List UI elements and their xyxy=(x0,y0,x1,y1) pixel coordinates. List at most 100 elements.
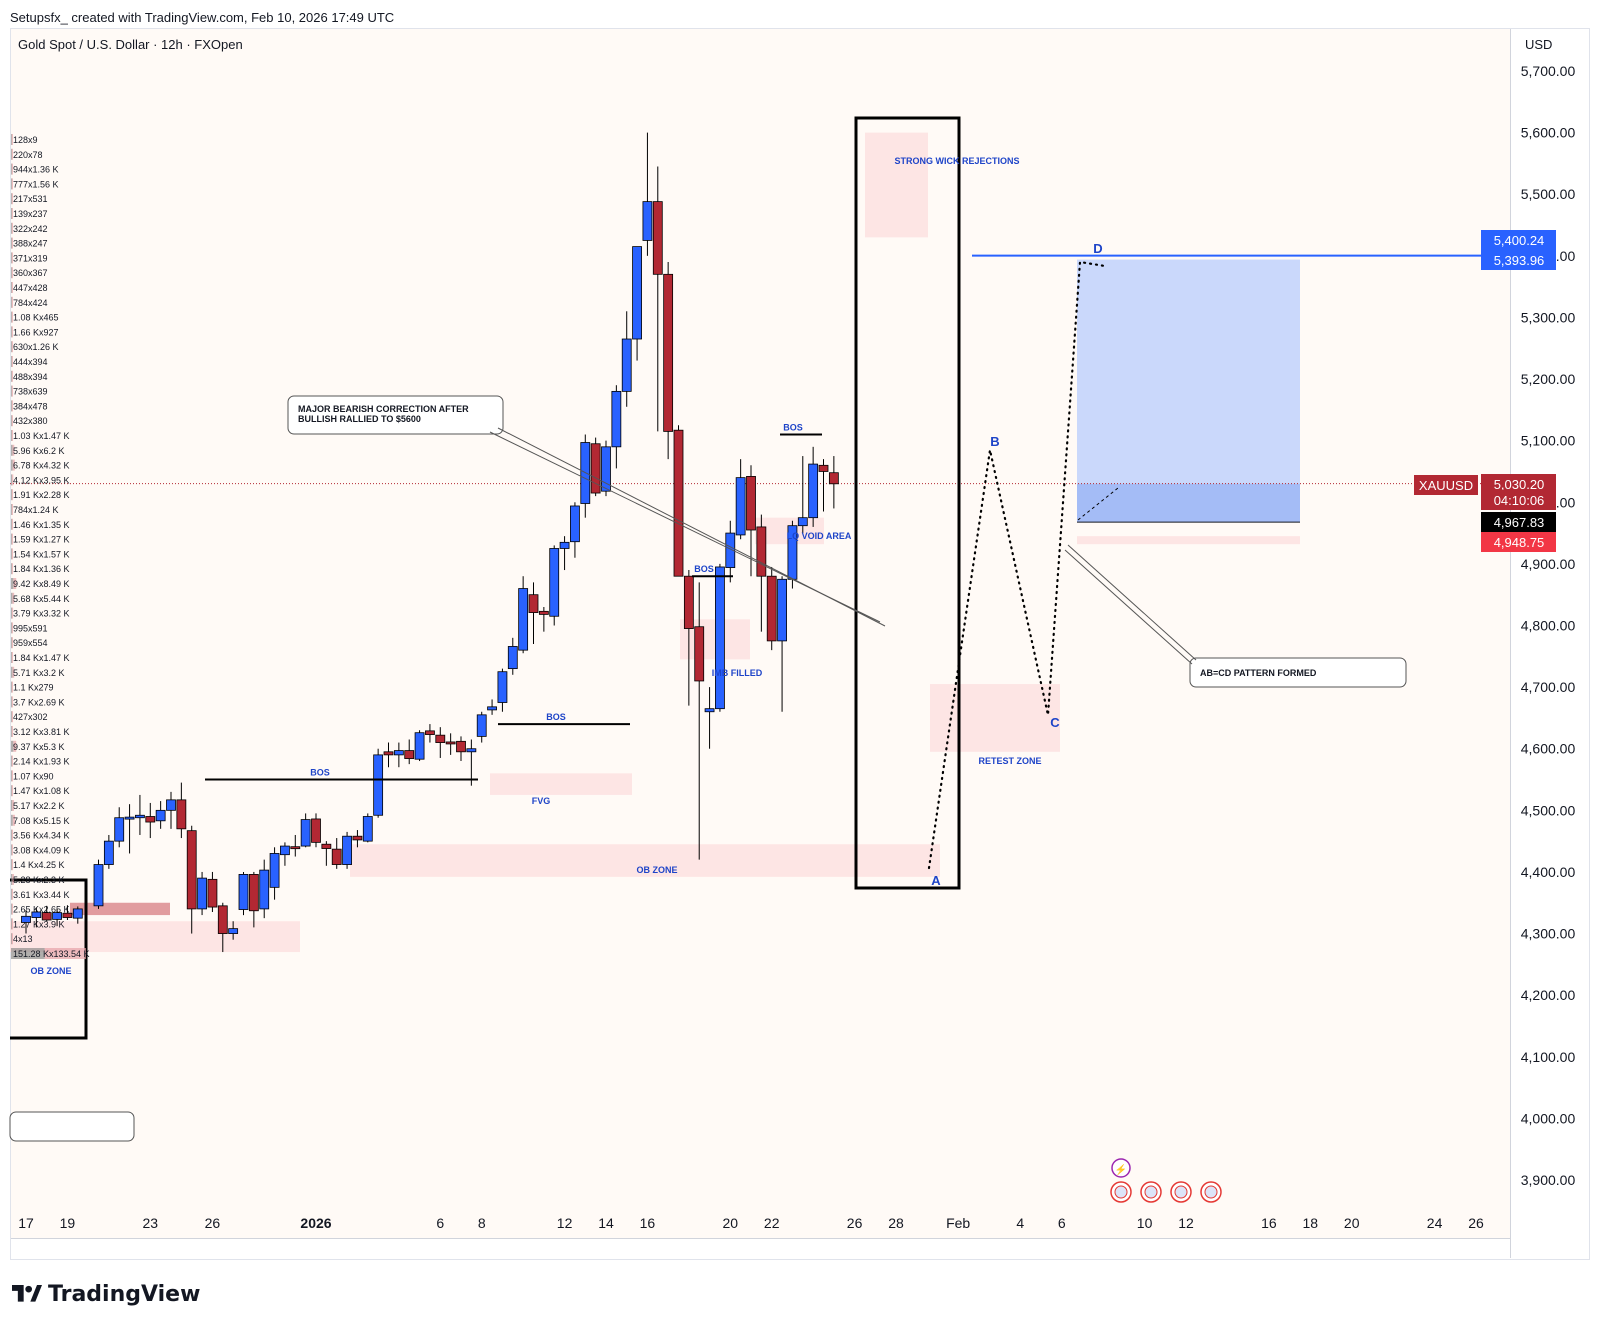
bullish-candle[interactable] xyxy=(21,915,31,923)
bearish-candle[interactable] xyxy=(818,464,829,472)
bullish-candle[interactable] xyxy=(642,201,653,241)
bullish-candle[interactable] xyxy=(228,928,239,934)
currency-label[interactable]: USD xyxy=(1525,37,1553,52)
bearish-candle[interactable] xyxy=(746,476,756,531)
bearish-candle[interactable] xyxy=(321,843,332,849)
bullish-candle[interactable] xyxy=(704,708,715,713)
bullish-candle[interactable] xyxy=(570,505,580,543)
bearish-candle[interactable] xyxy=(425,730,435,735)
price-badge[interactable] xyxy=(1481,512,1556,532)
bullish-candle[interactable] xyxy=(601,446,611,492)
bearish-candle[interactable] xyxy=(456,740,466,753)
symbol-title[interactable]: Gold Spot / U.S. Dollar · 12h · FXOpen xyxy=(18,37,243,52)
bearish-candle[interactable] xyxy=(248,874,259,912)
bullish-candle[interactable] xyxy=(197,877,207,910)
bullish-candle[interactable] xyxy=(155,809,166,822)
us-flag-inner xyxy=(1204,1185,1218,1199)
bullish-candle[interactable] xyxy=(238,874,249,910)
bullish-candle[interactable] xyxy=(507,646,518,670)
bullish-candle[interactable] xyxy=(611,390,622,448)
bullish-candle[interactable] xyxy=(93,864,104,907)
bullish-candle[interactable] xyxy=(518,588,529,651)
bullish-candle[interactable] xyxy=(476,714,487,737)
bearish-candle[interactable] xyxy=(590,443,601,494)
bullish-candle[interactable] xyxy=(300,819,311,847)
bearish-candle[interactable] xyxy=(217,905,228,934)
bullish-candle[interactable] xyxy=(632,246,642,340)
bearish-candle[interactable] xyxy=(352,835,363,841)
bearish-candle[interactable] xyxy=(538,610,549,615)
bearish-candle[interactable] xyxy=(41,912,52,921)
bearish-candle[interactable] xyxy=(331,848,342,865)
entry-zone[interactable] xyxy=(1077,483,1300,523)
bullish-candle[interactable] xyxy=(735,477,746,536)
bullish-candle[interactable] xyxy=(72,908,83,919)
bearish-candle[interactable] xyxy=(311,818,321,843)
tradingview-logo-icon xyxy=(12,1284,42,1302)
highlight-box[interactable] xyxy=(854,116,961,890)
price-badge[interactable] xyxy=(1481,532,1556,552)
bullish-candle[interactable] xyxy=(124,816,135,820)
callout-box[interactable] xyxy=(1189,657,1407,688)
volume-bar xyxy=(11,311,12,323)
bullish-candle[interactable] xyxy=(280,845,290,856)
chart-plot-area[interactable] xyxy=(10,28,1510,1258)
bullish-candle[interactable] xyxy=(114,817,125,842)
bullish-candle[interactable] xyxy=(135,814,145,819)
bullish-candle[interactable] xyxy=(414,732,425,760)
bullish-candle[interactable] xyxy=(31,911,42,918)
bearish-candle[interactable] xyxy=(290,846,301,850)
price-badge[interactable] xyxy=(1481,250,1556,270)
bullish-candle[interactable] xyxy=(559,541,570,549)
bullish-candle[interactable] xyxy=(166,799,176,811)
lightning-event-icon[interactable] xyxy=(1111,1158,1131,1178)
bullish-candle[interactable] xyxy=(269,853,280,888)
bullish-candle[interactable] xyxy=(497,671,508,703)
bullish-candle[interactable] xyxy=(466,748,477,753)
bullish-candle[interactable] xyxy=(342,835,352,865)
bearish-candle[interactable] xyxy=(694,626,705,682)
bullish-candle[interactable] xyxy=(808,463,819,519)
bullish-candle[interactable] xyxy=(725,532,736,568)
bullish-candle[interactable] xyxy=(103,840,114,865)
bearish-candle[interactable] xyxy=(445,741,456,745)
bearish-candle[interactable] xyxy=(176,799,187,830)
time-tick-label: 26 xyxy=(1468,1215,1484,1231)
price-badge[interactable] xyxy=(1481,474,1556,494)
symbol-badge[interactable] xyxy=(1414,475,1478,495)
price-badge[interactable] xyxy=(1481,490,1556,510)
bullish-candle[interactable] xyxy=(621,338,632,392)
bearish-candle[interactable] xyxy=(766,575,777,642)
bearish-candle[interactable] xyxy=(383,751,394,756)
bearish-candle[interactable] xyxy=(673,429,684,577)
bearish-candle[interactable] xyxy=(145,816,156,823)
bearish-candle[interactable] xyxy=(828,472,839,485)
bullish-candle[interactable] xyxy=(362,816,373,842)
bearish-candle[interactable] xyxy=(435,734,446,743)
target-zone[interactable] xyxy=(1077,259,1300,484)
bearish-candle[interactable] xyxy=(528,594,539,613)
callout-box[interactable] xyxy=(9,1111,135,1142)
time-axis[interactable] xyxy=(10,1238,1510,1269)
bullish-candle[interactable] xyxy=(715,566,725,710)
bearish-candle[interactable] xyxy=(683,575,694,629)
bullish-candle[interactable] xyxy=(373,754,384,816)
abcd-path[interactable] xyxy=(927,260,1107,870)
bearish-candle[interactable] xyxy=(663,273,674,432)
bearish-candle[interactable] xyxy=(186,830,197,910)
bullish-candle[interactable] xyxy=(487,706,497,711)
bullish-candle[interactable] xyxy=(393,750,404,756)
bearish-candle[interactable] xyxy=(207,878,218,908)
bullish-candle[interactable] xyxy=(777,578,787,642)
bearish-candle[interactable] xyxy=(404,750,415,759)
bearish-candle[interactable] xyxy=(62,912,73,918)
bullish-candle[interactable] xyxy=(549,548,560,617)
price-badge[interactable] xyxy=(1481,230,1556,250)
bullish-candle[interactable] xyxy=(797,517,808,527)
bearish-candle[interactable] xyxy=(652,201,663,275)
callout-box[interactable] xyxy=(287,395,504,435)
bullish-candle[interactable] xyxy=(52,912,62,920)
bearish-candle[interactable] xyxy=(756,526,767,577)
bullish-candle[interactable] xyxy=(259,869,270,910)
